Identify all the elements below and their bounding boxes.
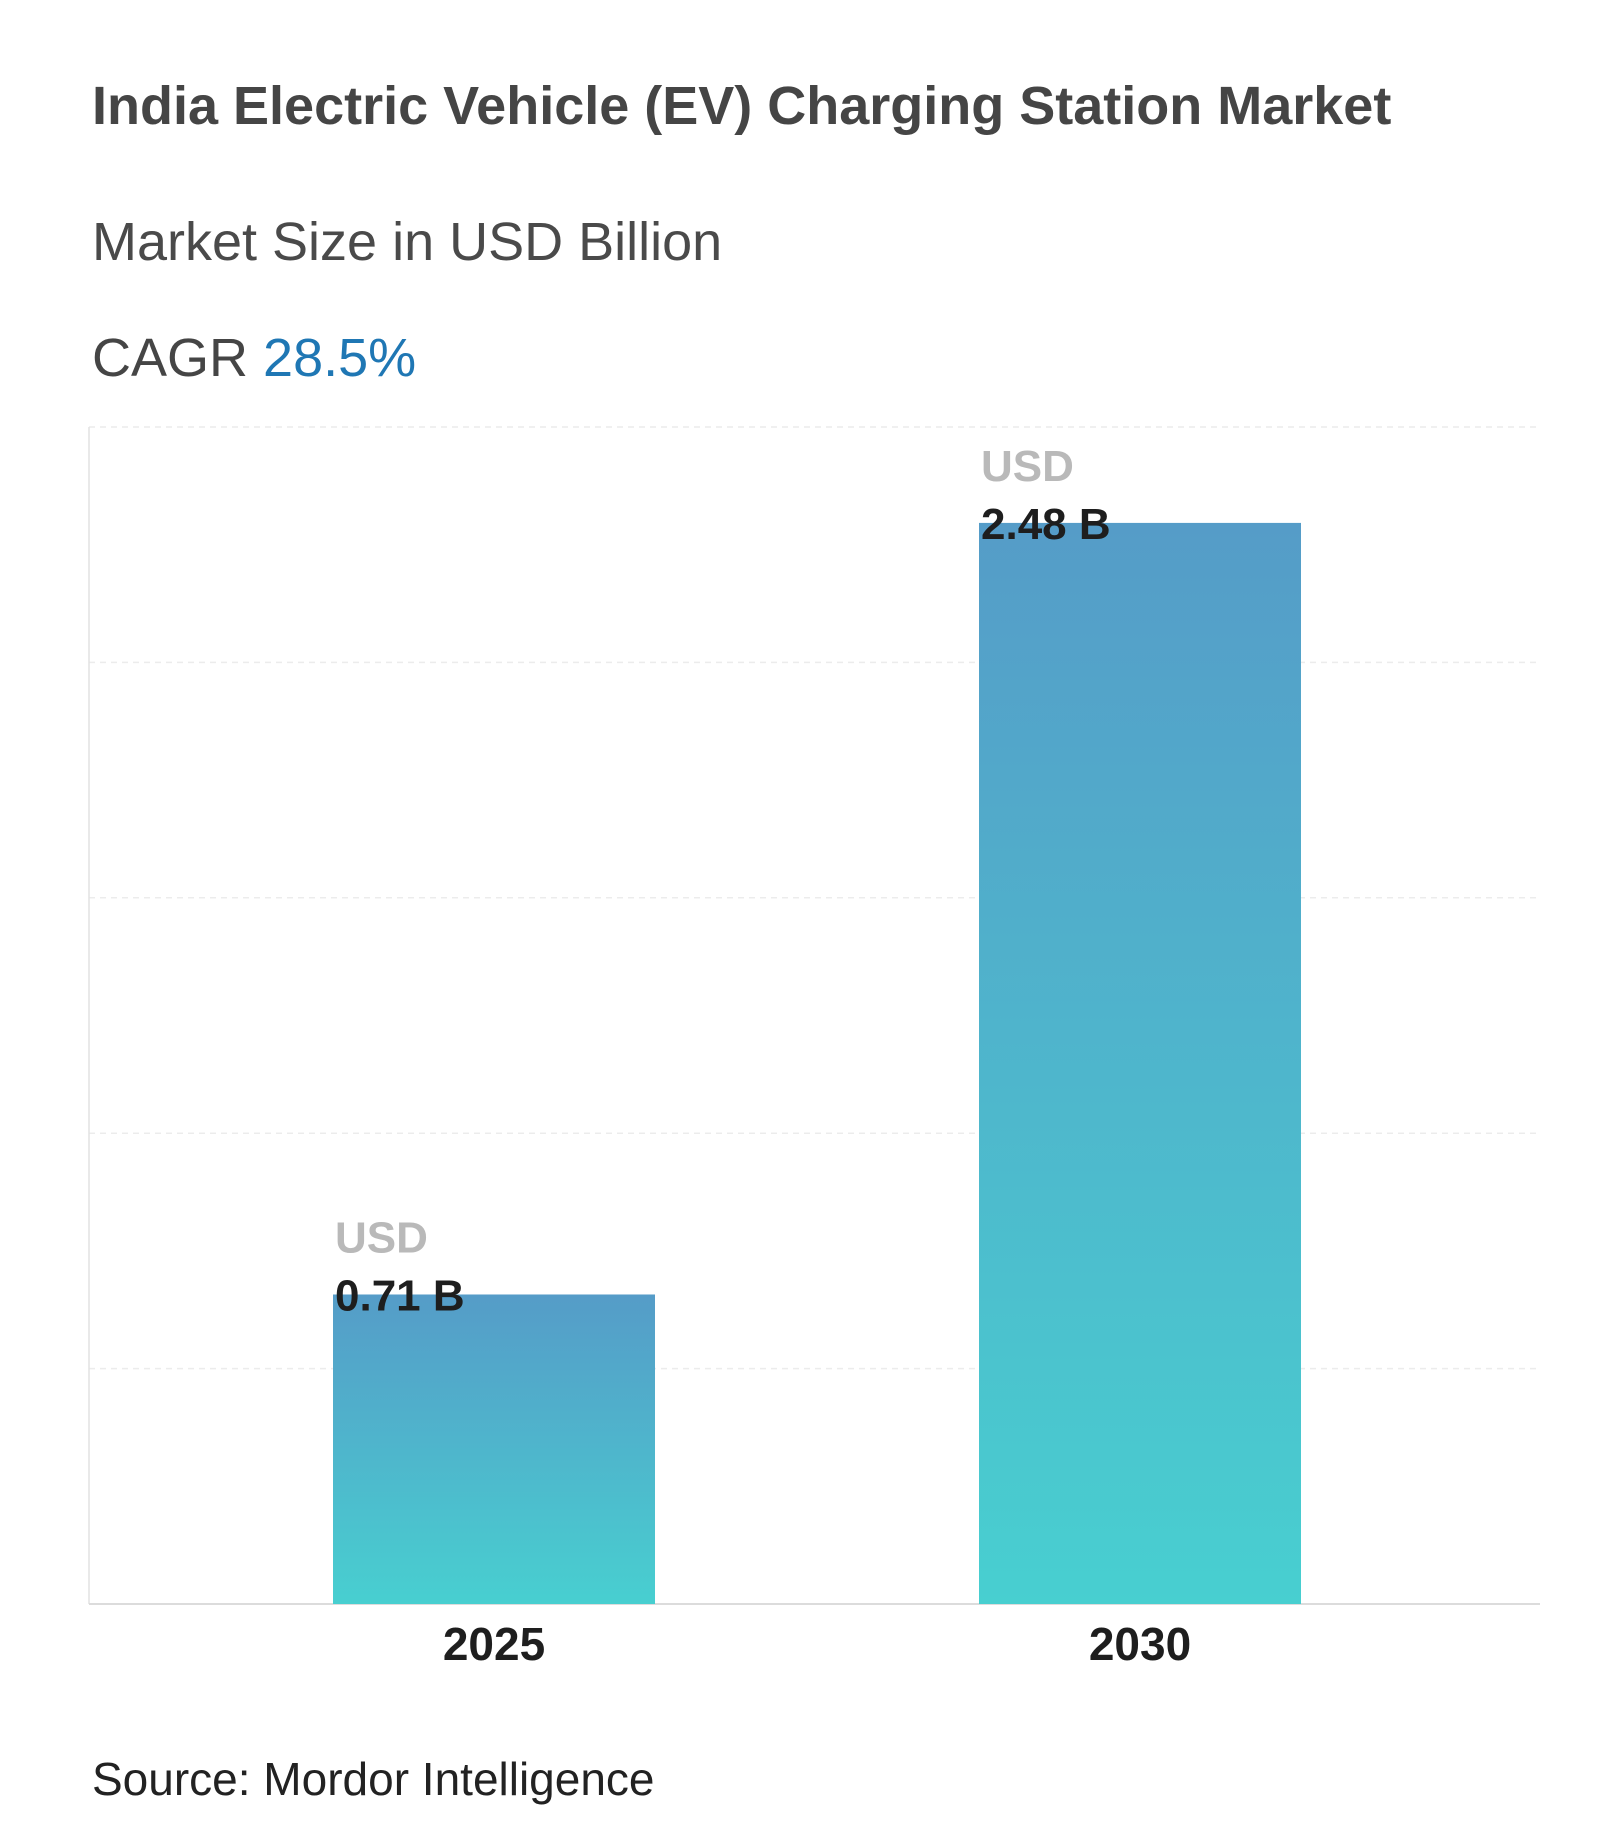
data-label-value: 0.71 B [335, 1271, 465, 1320]
bar-2030 [979, 522, 1301, 1604]
cagr-value: 28.5% [263, 328, 417, 388]
x-tick-label: 2025 [443, 1618, 545, 1670]
x-tick-label: 2030 [1089, 1618, 1191, 1670]
chart-title: India Electric Vehicle (EV) Charging Sta… [92, 76, 1392, 136]
cagr-label: CAGR [92, 328, 249, 388]
data-label-currency: USD [335, 1213, 428, 1262]
data-label-currency: USD [981, 442, 1074, 491]
bar-2025 [333, 1294, 655, 1604]
cagr: CAGR 28.5% [92, 324, 416, 392]
chart-subtitle: Market Size in USD Billion [92, 212, 723, 272]
source-note: Source: Mordor Intelligence [92, 1753, 655, 1805]
data-label-value: 2.48 B [981, 500, 1111, 549]
